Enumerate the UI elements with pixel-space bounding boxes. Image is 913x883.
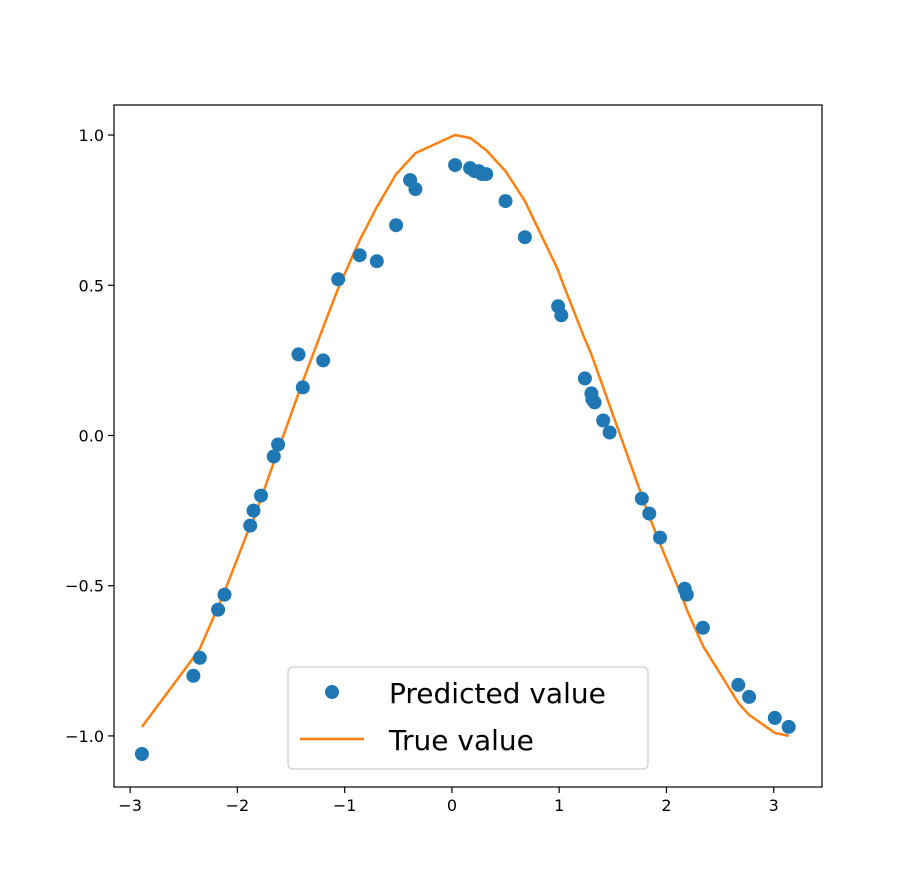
x-tick-label: −1 <box>333 796 357 815</box>
predicted-value-point <box>781 719 796 734</box>
predicted-value-point <box>731 677 746 692</box>
predicted-value-point <box>316 353 331 368</box>
predicted-value-point <box>642 506 657 521</box>
predicted-value-point <box>192 650 207 665</box>
y-axis: −1.0 −0.5 0.0 0.5 1.0 <box>65 126 114 746</box>
predicted-value-point <box>742 689 757 704</box>
predicted-value-point <box>479 167 494 182</box>
y-tick-label: 0.0 <box>79 426 104 445</box>
predicted-value-point <box>577 371 592 386</box>
x-axis: −3 −2 −1 0 1 2 3 <box>118 787 779 815</box>
predicted-value-point <box>186 668 201 683</box>
predicted-value-point <box>679 587 694 602</box>
predicted-value-point <box>243 518 258 533</box>
predicted-value-point <box>634 491 649 506</box>
predicted-value-point <box>498 194 513 209</box>
predicted-value-point <box>653 530 667 545</box>
predicted-value-point <box>695 620 710 635</box>
predicted-value-point <box>554 308 569 323</box>
x-tick-label: 2 <box>661 796 671 815</box>
predicted-value-point <box>352 248 367 263</box>
predicted-value-point <box>602 425 617 440</box>
predicted-value-point <box>587 395 602 410</box>
predicted-value-point <box>408 182 423 197</box>
y-tick-label: −1.0 <box>65 727 104 746</box>
x-tick-label: −3 <box>118 796 142 815</box>
predicted-value-point <box>448 158 463 173</box>
predicted-value-point <box>596 413 611 428</box>
legend: Predicted value True value <box>287 666 649 770</box>
predicted-value-point <box>767 710 782 725</box>
predicted-value-point <box>211 602 226 617</box>
x-tick-label: 3 <box>769 796 779 815</box>
predicted-value-point <box>266 449 281 464</box>
legend-box <box>287 666 649 770</box>
x-tick-label: 1 <box>554 796 564 815</box>
y-tick-label: −0.5 <box>65 577 104 596</box>
predicted-value-point <box>217 587 232 602</box>
predicted-value-points-layer <box>134 158 796 761</box>
x-tick-label: −2 <box>226 796 250 815</box>
legend-label-predicted: Predicted value <box>389 677 606 710</box>
legend-label-true: True value <box>388 724 534 757</box>
predicted-value-point <box>291 347 306 362</box>
y-tick-label: 1.0 <box>79 126 104 145</box>
predicted-value-point <box>517 230 532 245</box>
plot-frame <box>113 104 823 788</box>
legend-marker-predicted <box>325 685 339 699</box>
predicted-value-point <box>134 747 149 761</box>
predicted-value-point <box>246 503 261 518</box>
y-tick-label: 0.5 <box>79 276 104 295</box>
x-tick-label: 0 <box>447 796 457 815</box>
predicted-value-point <box>271 437 286 452</box>
predicted-value-point <box>295 380 310 395</box>
predicted-value-point <box>331 272 346 287</box>
predicted-value-point <box>389 218 404 233</box>
predicted-value-point <box>254 488 268 503</box>
predicted-value-point <box>369 254 384 269</box>
